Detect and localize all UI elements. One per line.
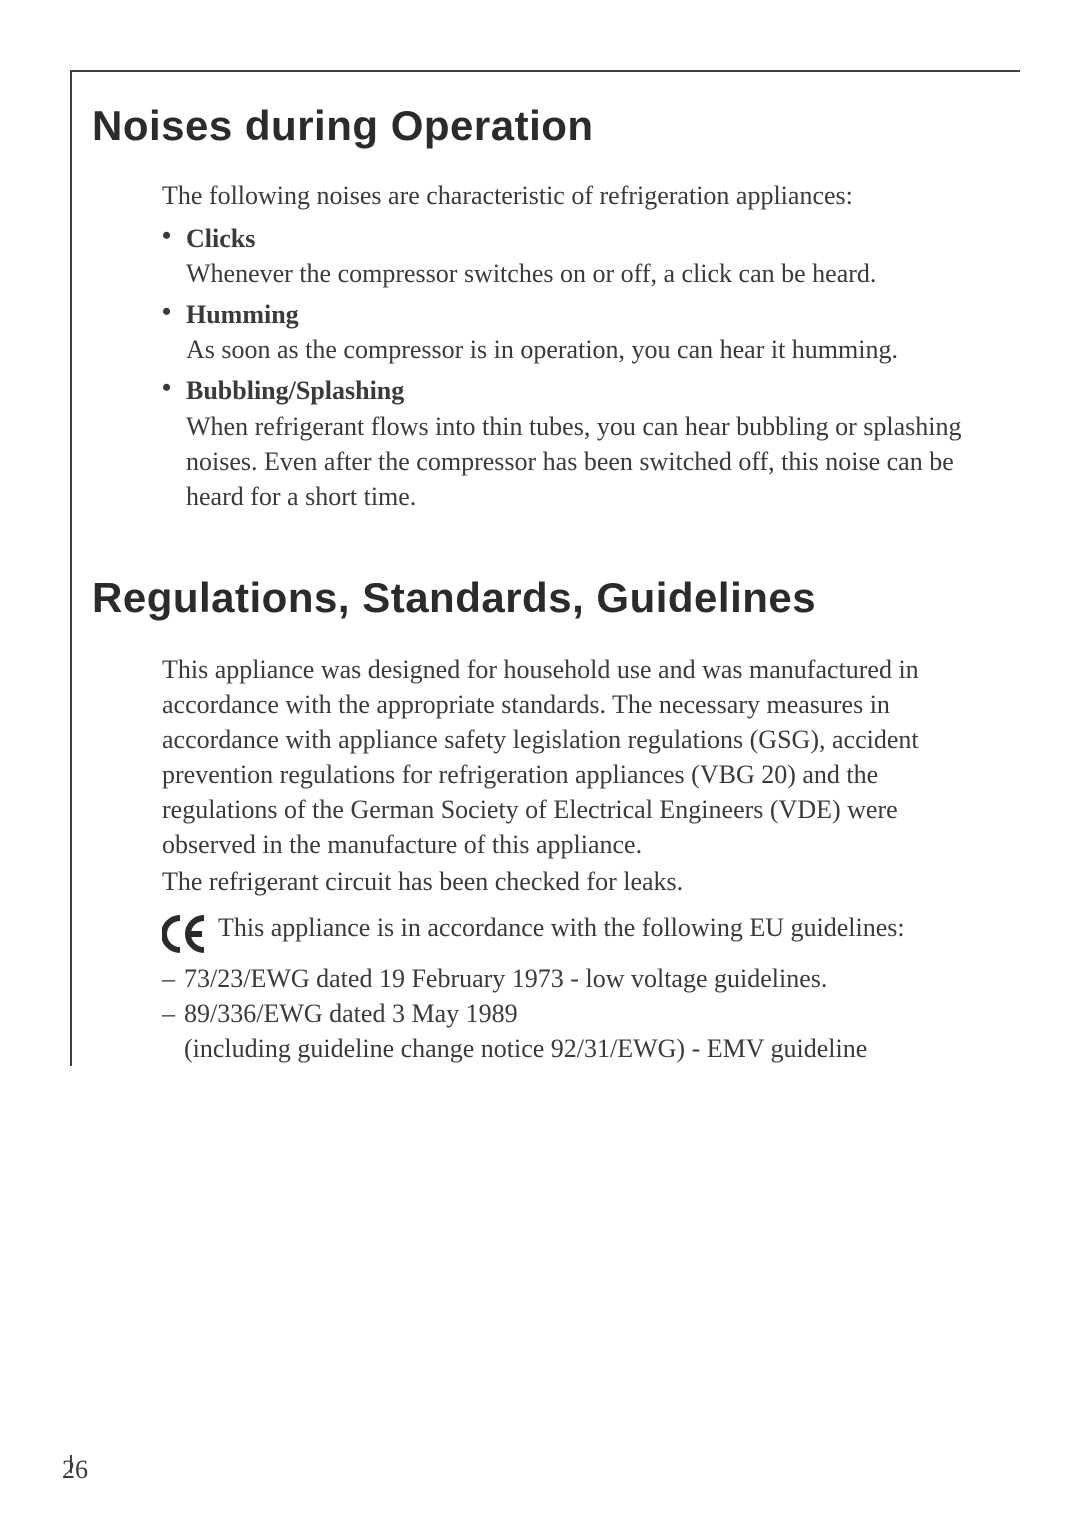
- guideline-2: – 89/336/EWG dated 3 May 1989: [162, 996, 990, 1031]
- bullet-body: Bubbling/Splashing When refrigerant flow…: [186, 373, 990, 513]
- bullet-text-bubbling: When refrigerant flows into thin tubes, …: [186, 409, 990, 514]
- bullet-dot: •: [162, 373, 186, 513]
- ce-text: This appliance is in accordance with the…: [218, 910, 990, 945]
- bullet-body: Humming As soon as the compressor is in …: [186, 297, 990, 367]
- bullet-humming: • Humming As soon as the compressor is i…: [162, 297, 990, 367]
- bullet-bubbling: • Bubbling/Splashing When refrigerant fl…: [162, 373, 990, 513]
- dash: –: [162, 996, 184, 1031]
- bullet-clicks: • Clicks Whenever the compressor switche…: [162, 221, 990, 291]
- bullet-label-clicks: Clicks: [186, 221, 990, 256]
- bullet-dot: •: [162, 297, 186, 367]
- bullet-dot: •: [162, 221, 186, 291]
- ce-row: This appliance is in accordance with the…: [162, 910, 990, 961]
- page: Noises during Operation The following no…: [0, 0, 1080, 1529]
- bullet-label-humming: Humming: [186, 297, 990, 332]
- bullet-body: Clicks Whenever the compressor switches …: [186, 221, 990, 291]
- guideline-2-sub: (including guideline change notice 92/31…: [184, 1031, 990, 1066]
- heading-noises: Noises during Operation: [92, 102, 990, 150]
- page-number: 26: [62, 1455, 88, 1485]
- dash: –: [162, 961, 184, 996]
- guideline-1: – 73/23/EWG dated 19 February 1973 - low…: [162, 961, 990, 996]
- bullet-label-bubbling: Bubbling/Splashing: [186, 373, 990, 408]
- ce-mark-icon: [162, 910, 218, 961]
- noises-intro: The following noises are characteristic …: [162, 178, 990, 213]
- regulations-para1: This appliance was designed for househol…: [162, 652, 990, 863]
- heading-regulations: Regulations, Standards, Guidelines: [92, 574, 990, 622]
- bullet-text-clicks: Whenever the compressor switches on or o…: [186, 256, 990, 291]
- bullet-text-humming: As soon as the compressor is in operatio…: [186, 332, 990, 367]
- content-frame: Noises during Operation The following no…: [70, 70, 1020, 1066]
- regulations-para2: The refrigerant circuit has been checked…: [162, 864, 990, 899]
- guideline-1-text: 73/23/EWG dated 19 February 1973 - low v…: [184, 961, 990, 996]
- guideline-2-text: 89/336/EWG dated 3 May 1989: [184, 996, 990, 1031]
